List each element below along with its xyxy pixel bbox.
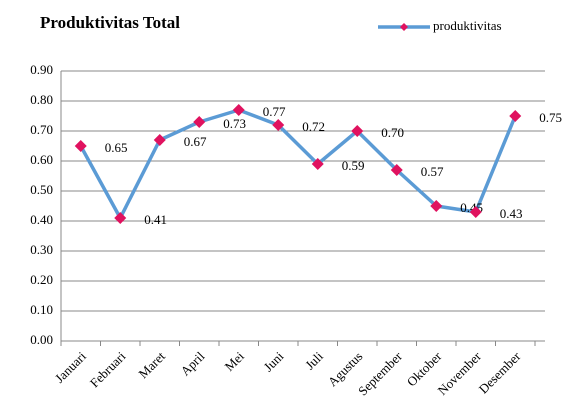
y-tick-label: 0.70 bbox=[30, 122, 53, 137]
x-tick-label: Maret bbox=[135, 348, 168, 381]
y-tick-label: 0.40 bbox=[30, 212, 53, 227]
y-tick-label: 0.10 bbox=[30, 302, 53, 317]
y-tick-label: 0.80 bbox=[30, 92, 53, 107]
y-tick-label: 0.60 bbox=[30, 152, 53, 167]
marker bbox=[509, 110, 522, 122]
x-tick-label: November bbox=[435, 348, 485, 398]
marker bbox=[74, 140, 87, 152]
marker bbox=[469, 206, 482, 218]
y-tick-label: 0.50 bbox=[30, 182, 53, 197]
data-label: 0.41 bbox=[144, 212, 167, 227]
marker bbox=[351, 125, 364, 137]
data-label: 0.75 bbox=[539, 110, 562, 125]
data-label: 0.67 bbox=[184, 134, 207, 149]
marker bbox=[153, 134, 166, 146]
data-label: 0.43 bbox=[500, 206, 523, 221]
y-tick-label: 0.20 bbox=[30, 272, 53, 287]
data-label: 0.59 bbox=[342, 158, 365, 173]
x-tick-label: September bbox=[355, 348, 405, 398]
marker bbox=[232, 104, 245, 116]
chart-title: Produktivitas Total bbox=[40, 13, 180, 32]
data-label: 0.65 bbox=[105, 140, 128, 155]
x-tick-label: Januari bbox=[52, 348, 89, 385]
x-tick-label: Desember bbox=[476, 348, 524, 396]
y-tick-label: 0.00 bbox=[30, 332, 53, 347]
marker bbox=[193, 116, 206, 128]
y-tick-label: 0.90 bbox=[30, 62, 53, 77]
marker bbox=[390, 164, 403, 176]
x-tick-label: Mei bbox=[222, 348, 248, 374]
x-tick-label: Juni bbox=[261, 348, 287, 374]
marker bbox=[311, 158, 324, 170]
series-line bbox=[79, 108, 517, 220]
marker bbox=[272, 119, 285, 131]
marker bbox=[114, 212, 127, 224]
data-label: 0.70 bbox=[381, 125, 404, 140]
data-label: 0.77 bbox=[263, 104, 286, 119]
x-tick-label: Februari bbox=[87, 348, 129, 390]
legend-label: produktivitas bbox=[433, 18, 502, 33]
x-tick-label: Juli bbox=[302, 348, 326, 372]
y-tick-label: 0.30 bbox=[30, 242, 53, 257]
x-tick-label: April bbox=[177, 348, 207, 378]
data-label: 0.73 bbox=[223, 116, 246, 131]
data-label: 0.57 bbox=[421, 164, 444, 179]
data-label: 0.72 bbox=[302, 119, 325, 134]
marker bbox=[430, 200, 443, 212]
legend-marker bbox=[400, 23, 408, 31]
